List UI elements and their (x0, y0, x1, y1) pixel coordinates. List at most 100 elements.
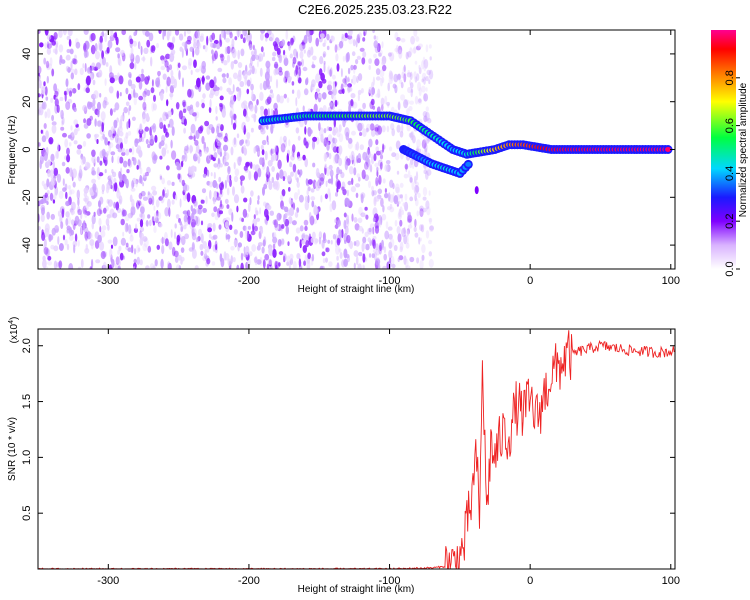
noise-speckle (219, 163, 223, 168)
noise-speckle (288, 187, 291, 192)
spectrogram-y-label: Frequency (Hz) (7, 116, 18, 185)
noise-speckle (281, 238, 285, 245)
noise-speckle (223, 151, 227, 157)
noise-speckle (303, 219, 309, 226)
noise-speckle (208, 124, 214, 130)
noise-speckle (395, 186, 401, 194)
noise-speckle (46, 75, 49, 84)
noise-speckle (327, 239, 331, 244)
noise-speckle (237, 156, 242, 166)
noise-speckle (224, 161, 229, 167)
noise-speckle (118, 257, 121, 267)
noise-speckle (213, 200, 216, 205)
noise-speckle (92, 104, 96, 111)
noise-speckle (160, 140, 165, 147)
noise-speckle (419, 205, 424, 212)
noise-speckle (243, 125, 246, 135)
noise-speckle (377, 125, 382, 135)
noise-speckle (242, 100, 248, 106)
noise-speckle (376, 35, 379, 41)
noise-speckle (131, 180, 135, 189)
noise-speckle (421, 244, 426, 254)
noise-speckle (374, 162, 379, 168)
noise-speckle (219, 253, 223, 263)
noise-speckle (384, 188, 387, 193)
noise-speckle (158, 222, 163, 228)
noise-speckle (338, 40, 344, 49)
noise-speckle (171, 150, 177, 160)
noise-speckle (65, 54, 71, 61)
noise-speckle (421, 60, 425, 70)
noise-speckle (186, 209, 191, 217)
noise-speckle (217, 132, 223, 138)
noise-speckle (149, 263, 155, 269)
noise-speckle (339, 169, 343, 174)
noise-speckle (373, 35, 377, 40)
noise-speckle (171, 126, 175, 136)
noise-speckle (416, 210, 419, 217)
noise-speckle (240, 34, 244, 39)
noise-speckle (250, 57, 253, 67)
noise-speckle (391, 152, 397, 158)
noise-speckle (167, 261, 171, 269)
noise-speckle (319, 172, 325, 182)
noise-speckle (210, 154, 214, 160)
noise-speckle (344, 197, 350, 206)
noise-speckle (297, 135, 301, 141)
noise-speckle (271, 92, 275, 99)
noise-speckle (368, 65, 371, 70)
noise-speckle (121, 147, 125, 153)
noise-speckle (281, 189, 286, 197)
noise-speckle (206, 35, 209, 46)
noise-speckle (213, 152, 218, 159)
noise-speckle (41, 207, 45, 216)
noise-speckle (62, 30, 67, 36)
noise-speckle (77, 83, 81, 91)
noise-speckle (207, 227, 213, 233)
noise-speckle (371, 185, 374, 191)
noise-speckle (68, 185, 71, 190)
noise-speckle (109, 77, 115, 84)
noise-speckle (332, 233, 336, 240)
noise-speckle (59, 243, 64, 251)
noise-speckle (389, 238, 395, 248)
noise-speckle (120, 167, 123, 176)
noise-speckle (401, 123, 404, 133)
noise-speckle (400, 81, 404, 89)
noise-speckle (214, 240, 218, 250)
noise-speckle (393, 195, 399, 205)
noise-speckle (144, 76, 150, 85)
noise-speckle (254, 145, 260, 152)
noise-speckle (315, 88, 320, 93)
noise-speckle (158, 30, 162, 34)
noise-speckle (66, 87, 69, 95)
noise-speckle (77, 144, 83, 150)
noise-speckle (261, 246, 265, 254)
noise-speckle (83, 42, 87, 51)
noise-speckle (91, 155, 96, 164)
noise-speckle (72, 181, 76, 188)
noise-speckle (83, 87, 86, 92)
noise-speckle (350, 186, 356, 193)
noise-speckle (211, 261, 216, 266)
noise-speckle (429, 225, 434, 232)
noise-speckle (254, 255, 258, 266)
noise-speckle (108, 129, 113, 138)
noise-speckle (428, 217, 433, 223)
noise-speckle (238, 69, 242, 78)
noise-speckle (304, 254, 308, 265)
noise-speckle (351, 177, 354, 185)
noise-speckle (43, 81, 46, 87)
noise-speckle (287, 241, 290, 247)
noise-speckle (290, 37, 294, 44)
noise-speckle (152, 190, 158, 196)
noise-speckle (421, 139, 427, 149)
noise-speckle (169, 52, 175, 61)
noise-speckle (46, 211, 50, 220)
noise-speckle (291, 220, 297, 226)
noise-speckle (129, 62, 135, 70)
noise-speckle (418, 98, 422, 103)
noise-speckle (47, 63, 53, 70)
noise-speckle (347, 67, 351, 75)
